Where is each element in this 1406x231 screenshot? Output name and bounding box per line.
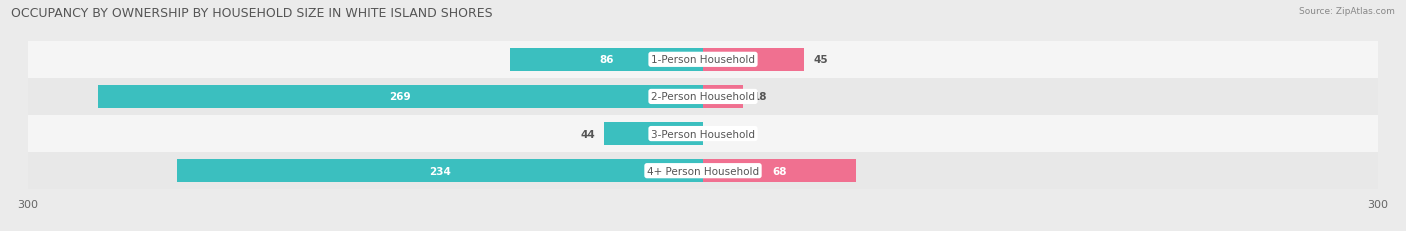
Text: 0: 0 xyxy=(711,129,720,139)
Text: 18: 18 xyxy=(752,92,768,102)
Text: 269: 269 xyxy=(389,92,411,102)
Text: 2-Person Household: 2-Person Household xyxy=(651,92,755,102)
Bar xyxy=(605,122,703,146)
Bar xyxy=(28,79,1378,116)
Bar xyxy=(28,116,1378,152)
Bar xyxy=(177,159,703,182)
Bar xyxy=(28,152,1378,189)
Bar xyxy=(703,85,744,109)
Bar xyxy=(703,49,804,72)
Text: OCCUPANCY BY OWNERSHIP BY HOUSEHOLD SIZE IN WHITE ISLAND SHORES: OCCUPANCY BY OWNERSHIP BY HOUSEHOLD SIZE… xyxy=(11,7,494,20)
Bar xyxy=(703,159,856,182)
Bar xyxy=(28,42,1378,79)
Text: 44: 44 xyxy=(581,129,595,139)
Text: 1-Person Household: 1-Person Household xyxy=(651,55,755,65)
Bar xyxy=(509,49,703,72)
Text: Source: ZipAtlas.com: Source: ZipAtlas.com xyxy=(1299,7,1395,16)
Text: 234: 234 xyxy=(429,166,451,176)
Text: 68: 68 xyxy=(772,166,787,176)
Text: 4+ Person Household: 4+ Person Household xyxy=(647,166,759,176)
Text: 86: 86 xyxy=(599,55,613,65)
Text: 45: 45 xyxy=(813,55,828,65)
Bar xyxy=(98,85,703,109)
Text: 3-Person Household: 3-Person Household xyxy=(651,129,755,139)
